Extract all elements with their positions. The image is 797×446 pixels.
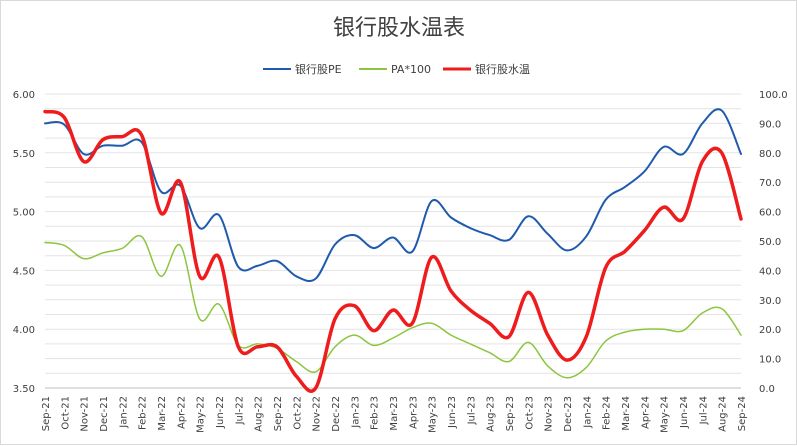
- x-tick-label: May-22: [196, 396, 207, 433]
- x-tick-label: Mar-24: [621, 396, 632, 431]
- legend-label: 银行股水温: [475, 62, 530, 76]
- y-axis-right: 0.0 10.0 20.0 30.0 40.0 50.0 60.0 70.0 80.0 90.0 1…: [759, 90, 788, 395]
- x-tick-label: Jan-24: [582, 396, 593, 429]
- y-left-tick-label: 4.50: [13, 266, 35, 277]
- x-tick-label: Sep-23: [505, 396, 516, 431]
- x-tick-label: Nov-21: [80, 396, 91, 432]
- x-tick-label: Dec-23: [563, 396, 574, 432]
- x-tick-label: Jul-22: [234, 396, 245, 425]
- x-tick-label: Aug-24: [718, 396, 729, 432]
- y-right-tick-label: 100.0: [759, 90, 788, 101]
- y-right-tick-label: 80.0: [759, 149, 781, 160]
- legend-label: PA*100: [391, 63, 431, 76]
- x-tick-label: Oct-23: [524, 396, 535, 430]
- x-tick-label: Mar-23: [389, 396, 400, 431]
- x-tick-label: Dec-22: [331, 396, 342, 432]
- x-tick-label: May-23: [428, 396, 439, 433]
- legend-label: 银行股PE: [295, 62, 342, 76]
- y-left-tick-label: 5.00: [13, 208, 35, 219]
- legend: 银行股PE PA*100 银行股水温: [263, 62, 530, 76]
- x-tick-label: Feb-22: [138, 396, 149, 430]
- x-tick-label: Jan-23: [350, 396, 361, 429]
- x-tick-label: Aug-23: [486, 396, 497, 432]
- y-left-tick-label: 4.00: [13, 325, 35, 336]
- series-line-3: [43, 109, 743, 393]
- x-tick-label: May-24: [660, 396, 671, 433]
- y-left-tick-label: 3.50: [13, 384, 35, 395]
- series-lines: [43, 108, 743, 393]
- y-right-tick-label: 60.0: [759, 208, 781, 219]
- y-right-tick-label: 40.0: [759, 266, 781, 277]
- y-right-tick-label: 10.0: [759, 355, 781, 366]
- y-left-tick-label: 6.00: [13, 90, 35, 101]
- x-tick-label: Mar-22: [157, 396, 168, 431]
- x-tick-label: Apr-24: [640, 396, 651, 429]
- x-tick-label: Jun-23: [447, 396, 458, 429]
- x-tick-label: Jul-23: [466, 396, 477, 425]
- x-tick-label: Jun-24: [679, 396, 690, 429]
- x-tick-label: Dec-21: [99, 396, 110, 432]
- y-axis-left: 3.50 4.00 4.50 5.00 5.50 6.00: [13, 90, 35, 395]
- x-tick-label: Jun-22: [215, 396, 226, 429]
- y-left-tick-label: 5.50: [13, 149, 35, 160]
- x-tick-label: Oct-21: [60, 396, 71, 430]
- y-right-tick-label: 70.0: [759, 178, 781, 189]
- x-tick-label: Sep-24: [737, 396, 748, 431]
- y-right-tick-label: 30.0: [759, 296, 781, 307]
- series-line-2: [44, 234, 742, 379]
- x-tick-label: Sep-22: [273, 396, 284, 431]
- x-tick-label: Nov-23: [544, 396, 555, 432]
- series-line-1: [44, 108, 742, 282]
- y-right-tick-label: 0.0: [759, 384, 775, 395]
- x-axis: Sep-21 Oct-21 Nov-21 Dec-21 Jan-22 Feb-22 Mar-…: [41, 396, 748, 433]
- x-tick-label: Nov-22: [312, 396, 323, 432]
- y-right-tick-label: 20.0: [759, 325, 781, 336]
- x-tick-label: Apr-22: [176, 396, 187, 429]
- x-tick-label: Feb-23: [370, 396, 381, 430]
- x-tick-label: Jan-22: [118, 396, 129, 429]
- x-tick-label: Feb-24: [602, 396, 613, 430]
- x-tick-label: Jul-24: [698, 396, 709, 425]
- x-tick-label: Apr-23: [408, 396, 419, 429]
- y-right-tick-label: 90.0: [759, 119, 781, 130]
- x-tick-label: Oct-22: [292, 396, 303, 430]
- x-tick-label: Aug-22: [254, 396, 265, 432]
- x-tick-label: Sep-21: [41, 396, 52, 431]
- y-right-tick-label: 50.0: [759, 237, 781, 248]
- chart-title: 银行股水温表: [333, 16, 465, 41]
